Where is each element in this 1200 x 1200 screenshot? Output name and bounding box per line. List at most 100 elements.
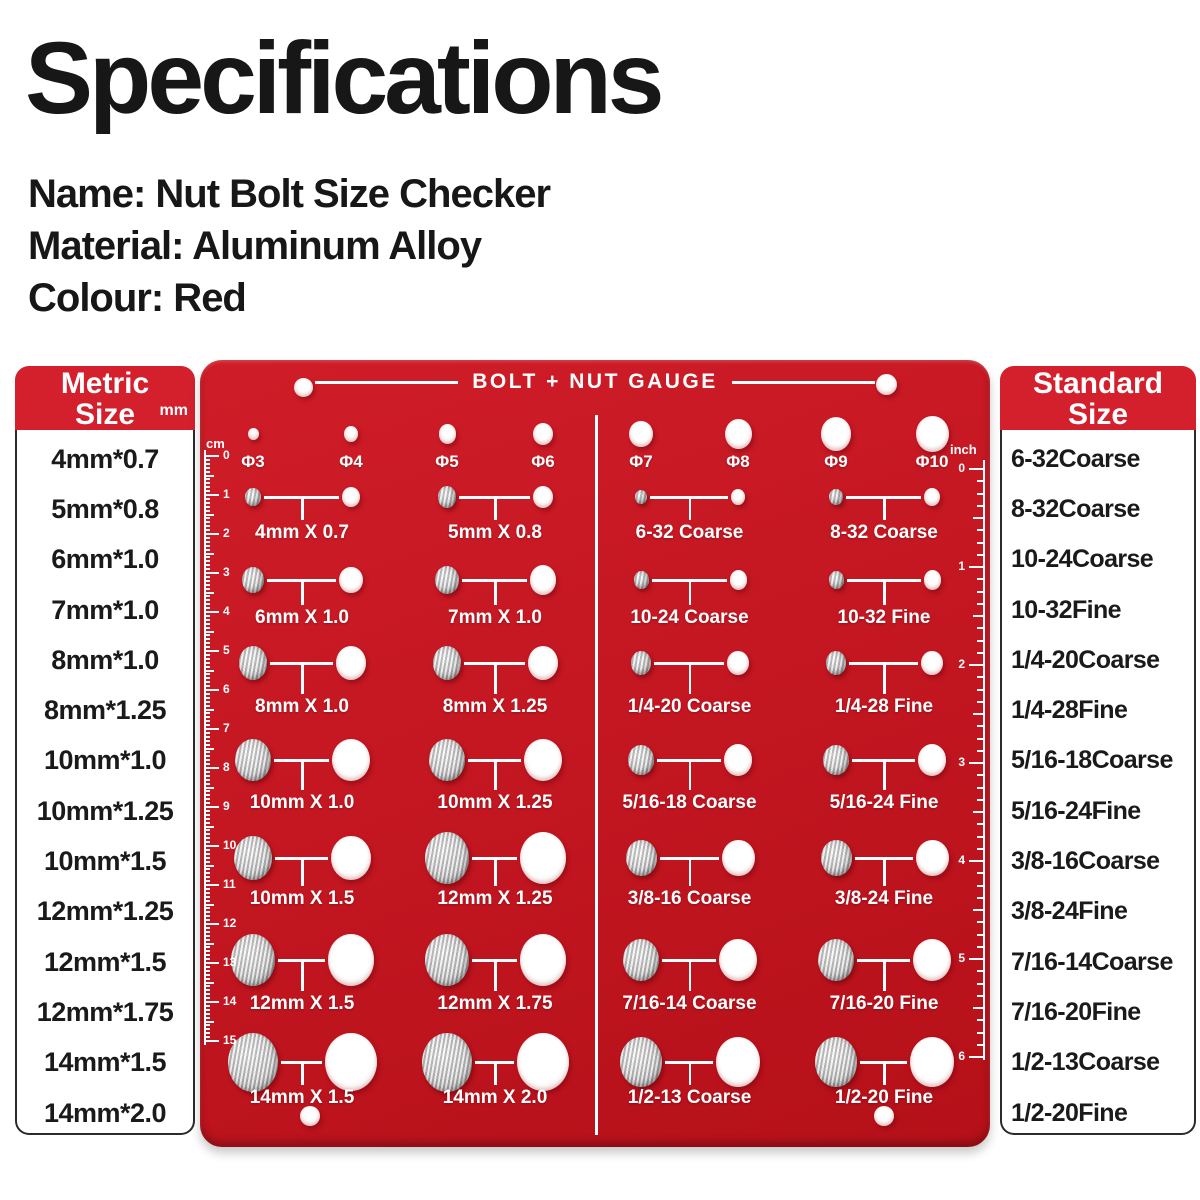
cm-ruler-number: 1	[223, 487, 230, 501]
gauge-title-line-left	[315, 380, 459, 384]
center-divider-line	[595, 415, 598, 1135]
standard-size-panel: Standard Size 6-32Coarse 8-32Coarse 10-24C…	[1000, 366, 1196, 1135]
ruler-tick	[205, 989, 210, 992]
gauge-size-label: 5/16-18 Coarse	[622, 792, 757, 813]
connector-stub	[688, 580, 691, 605]
bolt-stud	[826, 651, 846, 675]
metric-size-item: 4mm*0.7	[51, 443, 159, 474]
gauge-title: BOLT + NUT GAUGE	[472, 370, 718, 393]
ruler-tick	[977, 676, 983, 679]
ruler-tick	[205, 724, 210, 727]
bolt-stud	[239, 646, 267, 680]
connector-stub	[494, 497, 497, 520]
ruler-tick	[205, 1024, 210, 1027]
ruler-tick	[205, 899, 210, 902]
cm-ruler-number: 2	[223, 526, 230, 540]
standard-size-item: 5/16-24Fine	[1011, 796, 1141, 825]
standard-size-item: 10-32Fine	[1011, 595, 1122, 624]
ruler-tick	[977, 1019, 983, 1022]
connector-stub	[883, 858, 886, 886]
ruler-tick	[205, 681, 210, 684]
metric-size-item: 12mm*1.5	[43, 946, 167, 977]
metric-header-line1: Metric	[60, 367, 150, 400]
ruler-tick	[205, 872, 210, 875]
ruler-tick	[205, 661, 210, 664]
metric-header-line2: Size	[74, 398, 136, 431]
inch-ruler-number: 4	[958, 853, 965, 867]
ruler-tick	[205, 657, 210, 660]
gauge-size-label: 10mm X 1.5	[249, 888, 355, 909]
cm-ruler-number: 14	[223, 994, 237, 1008]
connector-stub	[301, 497, 304, 520]
standard-size-item: 3/8-24Fine	[1011, 897, 1128, 926]
gauge-size-label: 14mm X 2.0	[442, 1087, 548, 1108]
bolt-stud	[235, 738, 271, 782]
ruler-tick	[205, 747, 214, 750]
ruler-tick	[977, 651, 983, 654]
cm-ruler-number: 3	[223, 565, 230, 579]
connector-stub	[688, 760, 691, 790]
cm-ruler-number: 9	[223, 799, 230, 813]
ruler-tick	[977, 798, 983, 801]
ruler-tick	[205, 895, 210, 898]
ruler-tick	[205, 533, 219, 535]
nut-hole	[923, 570, 941, 590]
gauge-size-label: 1/2-20 Fine	[834, 1087, 934, 1108]
gauge-title-row: BOLT + NUT GAUGE	[315, 370, 875, 394]
metric-panel-header: Metric Size mm	[15, 366, 195, 430]
ruler-tick	[977, 1031, 983, 1034]
nut-hole	[913, 938, 951, 982]
connector-stub	[494, 960, 497, 991]
ruler-tick	[205, 529, 210, 532]
diameter-label: Φ7	[629, 452, 653, 471]
ruler-tick	[205, 595, 210, 598]
ruler-tick	[969, 762, 983, 764]
ruler-tick	[205, 505, 210, 508]
diameter-label: Φ8	[726, 452, 750, 471]
bolt-stud	[623, 938, 659, 982]
connector-stub	[494, 760, 497, 790]
bolt-stud	[828, 571, 844, 589]
bolt-stud	[631, 651, 651, 675]
ruler-tick	[977, 982, 983, 985]
gauge-size-label: 12mm X 1.5	[249, 993, 355, 1014]
nut-hole	[339, 566, 363, 594]
ruler-tick	[977, 896, 983, 899]
ruler-tick	[205, 802, 210, 805]
ruler-tick	[205, 1004, 210, 1007]
ruler-tick	[205, 887, 210, 890]
ruler-tick	[205, 513, 214, 516]
nut-hole	[915, 839, 949, 877]
bolt-stud	[425, 934, 469, 986]
ruler-tick	[205, 977, 210, 980]
bolt-stud	[628, 744, 654, 776]
gauge-size-label: 1/2-13 Coarse	[627, 1087, 752, 1108]
ruler-tick	[205, 665, 210, 668]
gauge-size-label: 10-32 Fine	[837, 607, 931, 628]
inch-ruler-number: 5	[958, 951, 965, 965]
diameter-label: Φ3	[241, 452, 265, 471]
connector-stub	[494, 580, 497, 605]
nut-hole	[524, 738, 562, 782]
ruler-tick	[205, 930, 210, 933]
ruler-tick	[205, 1028, 210, 1031]
ruler-tick	[205, 669, 214, 672]
ruler-tick	[977, 1043, 983, 1046]
standard-size-item: 8-32Coarse	[1011, 494, 1140, 523]
ruler-tick	[205, 712, 210, 715]
inch-ruler-number: 6	[958, 1049, 965, 1063]
standard-size-item: 5/16-18Coarse	[1011, 746, 1173, 775]
ruler-tick	[205, 981, 214, 984]
nut-hole	[910, 1037, 954, 1087]
ruler-tick	[205, 575, 210, 578]
bolt-nut-gauge-plate: BOLT + NUT GAUGE Φ3 Φ4 Φ5 Φ6 Φ7 Φ8 Φ9 Φ10 4mm X …	[200, 360, 990, 1147]
standard-size-item: 10-24Coarse	[1011, 545, 1154, 574]
diameter-label: Φ6	[531, 452, 555, 471]
bolt-stud	[228, 1032, 278, 1092]
inch-ruler-spine	[983, 460, 985, 1060]
ruler-tick	[205, 653, 210, 656]
bolt-stud	[823, 744, 849, 776]
ruler-tick	[205, 973, 210, 976]
bolt-stud	[625, 839, 657, 877]
